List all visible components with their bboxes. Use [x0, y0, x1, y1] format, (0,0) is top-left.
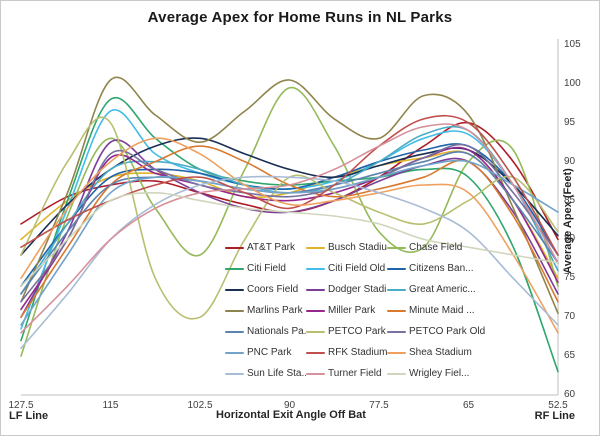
legend-label: Chase Field [409, 242, 463, 253]
legend-item-marlins-park: Marlins Park [225, 305, 306, 316]
legend-item-pnc-park: PNC Park [225, 347, 306, 358]
series-line-petco-park-old [20, 143, 559, 303]
legend-swatch [387, 309, 406, 312]
rf-line-label: RF Line [534, 410, 575, 422]
legend-label: Miller Park [328, 305, 376, 316]
legend-item-petco-park-old: PETCO Park Old [387, 326, 499, 337]
legend-label: Citi Field [247, 263, 286, 274]
legend-label: Nationals Pa... [247, 326, 306, 337]
y-tick-label: 105 [564, 39, 581, 50]
legend-item-minute-maid: Minute Maid ... [387, 305, 499, 316]
legend-swatch [306, 246, 325, 249]
legend-swatch [306, 288, 325, 291]
legend-label: Coors Field [247, 284, 299, 295]
legend-item-dodger-stadium: Dodger Stadi... [306, 284, 387, 295]
series-line-chase-field [20, 86, 559, 357]
legend-swatch [225, 267, 244, 270]
legend-swatch [225, 309, 244, 312]
legend-swatch [225, 351, 244, 354]
legend-label: Citi Field Old [328, 263, 386, 274]
legend-item-petco-park: PETCO Park [306, 326, 387, 337]
legend-swatch [387, 288, 406, 291]
legend-swatch [306, 267, 325, 270]
legend-label: Marlins Park [247, 305, 303, 316]
lf-line-label: LF Line [9, 410, 49, 422]
legend-swatch [387, 351, 406, 354]
y-tick-label: 65 [564, 350, 576, 362]
y-tick-label: 100 [564, 77, 581, 89]
y-tick-label: 90 [564, 155, 576, 167]
legend-item-turner-field: Turner Field [306, 368, 387, 379]
legend-swatch [225, 246, 244, 249]
chart-title: Average Apex for Home Runs in NL Parks [147, 9, 453, 26]
x-tick-label: 115 [102, 400, 119, 411]
legend-item-citizens-bank: Citizens Ban... [387, 263, 499, 274]
y-tick-label: 60 [564, 389, 576, 400]
legend-swatch [387, 372, 406, 375]
legend-item-nationals-park: Nationals Pa... [225, 326, 306, 337]
legend-item-citi-field-old: Citi Field Old [306, 263, 387, 274]
legend-label: PETCO Park [328, 326, 386, 337]
legend-label: Minute Maid ... [409, 305, 475, 316]
y-tick-label: 70 [564, 311, 576, 323]
x-tick-label: 65 [462, 400, 475, 411]
legend-swatch [225, 330, 244, 333]
legend: AT&T Park Busch Stadiu... Chase Field Citi … [225, 237, 499, 384]
x-axis-title: Horizontal Exit Angle Off Bat [216, 409, 366, 421]
y-tick-label: 85 [564, 194, 576, 206]
y-tick-label: 95 [564, 116, 576, 128]
y-tick-label: 80 [564, 233, 576, 245]
legend-label: Sun Life Sta... [247, 368, 306, 379]
legend-swatch [387, 267, 406, 270]
y-tick-label: 75 [564, 272, 576, 284]
legend-swatch [225, 288, 244, 291]
legend-item-shea-stadium: Shea Stadium [387, 347, 499, 358]
series-line-pnc-park [20, 159, 559, 326]
legend-label: Shea Stadium [409, 347, 472, 358]
legend-item-at-t-park: AT&T Park [225, 242, 306, 253]
legend-swatch [306, 372, 325, 375]
legend-swatch [387, 246, 406, 249]
legend-item-great-american: Great Americ... [387, 284, 499, 295]
legend-label: Dodger Stadi... [328, 284, 387, 295]
legend-swatch [306, 309, 325, 312]
series-line-wrigley-field [20, 191, 559, 287]
legend-item-rfk-stadium: RFK Stadium [306, 347, 387, 358]
legend-label: Wrigley Fiel... [409, 368, 470, 379]
series-line-shea-stadium [20, 137, 559, 334]
x-tick-label: 90 [283, 400, 296, 411]
x-tick-label: 127.5 [8, 400, 34, 411]
legend-item-miller-park: Miller Park [306, 305, 387, 316]
legend-label: Citizens Ban... [409, 263, 474, 274]
legend-label: Turner Field [328, 368, 382, 379]
legend-swatch [306, 330, 325, 333]
legend-label: Great Americ... [409, 284, 476, 295]
legend-label: Busch Stadiu... [328, 242, 387, 253]
x-tick-label: 52.5 [548, 400, 568, 411]
legend-swatch [306, 351, 325, 354]
legend-label: AT&T Park [247, 242, 295, 253]
legend-item-coors-field: Coors Field [225, 284, 306, 295]
legend-item-wrigley-field: Wrigley Fiel... [387, 368, 499, 379]
legend-label: RFK Stadium [328, 347, 387, 358]
y-axis-title: Average Apex (Feet) [562, 168, 574, 274]
series-line-miller-park [20, 146, 559, 311]
legend-item-sun-life-stadium: Sun Life Sta... [225, 368, 306, 379]
legend-item-chase-field: Chase Field [387, 242, 499, 253]
legend-swatch [387, 330, 406, 333]
legend-label: PNC Park [247, 347, 292, 358]
legend-item-busch-stadium: Busch Stadiu... [306, 242, 387, 253]
x-tick-label: 102.5 [187, 400, 213, 411]
legend-label: PETCO Park Old [409, 326, 486, 337]
x-tick-label: 77.5 [369, 400, 389, 411]
legend-swatch [225, 372, 244, 375]
series-line-turner-field [20, 123, 559, 334]
legend-item-citi-field: Citi Field [225, 263, 306, 274]
